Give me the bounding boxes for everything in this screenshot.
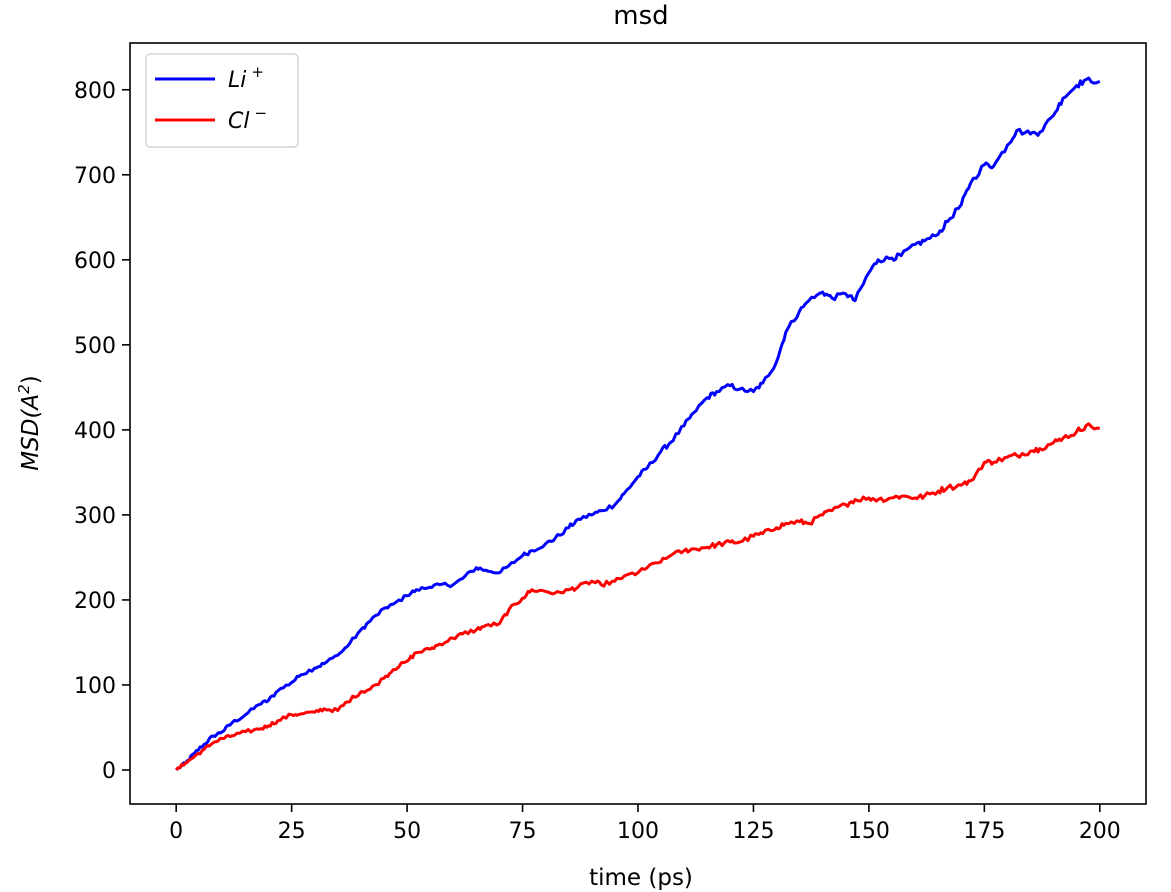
y-tick-label: 500 — [74, 334, 116, 359]
y-tick-label: 0 — [102, 759, 116, 784]
y-axis-title: MSD(A2) — [15, 375, 44, 470]
x-tick-label: 0 — [169, 819, 183, 844]
chart-title: msd — [613, 1, 668, 31]
x-tick-label: 200 — [1079, 819, 1121, 844]
legend-label-li-sup: + — [251, 63, 264, 81]
y-axis-title-close: ) — [18, 375, 44, 384]
y-axis-title-sup: 2 — [15, 384, 33, 394]
y-tick-label: 800 — [74, 79, 116, 104]
x-tick-label: 100 — [617, 819, 659, 844]
legend-box — [145, 53, 299, 148]
series-line-li — [175, 76, 1101, 772]
legend-label-cl-name: Cl — [228, 109, 249, 134]
plot-lines — [175, 76, 1101, 772]
x-tick-label: 75 — [509, 819, 537, 844]
y-tick-label: 300 — [74, 504, 116, 529]
legend-label-cl: Cl − — [228, 104, 267, 134]
legend: Li + Cl − — [145, 53, 299, 148]
x-tick-label: 150 — [848, 819, 890, 844]
y-tick-label: 200 — [74, 589, 116, 614]
x-tick-label: 175 — [963, 819, 1005, 844]
x-tick-label: 125 — [732, 819, 774, 844]
series-line-cl — [175, 422, 1100, 771]
legend-label-cl-sup: − — [254, 104, 267, 122]
x-axis-title: time (ps) — [589, 865, 693, 891]
y-axis: 0 100 200 300 400 500 600 700 800 — [74, 79, 130, 784]
y-tick-label: 600 — [74, 249, 116, 274]
y-axis-title-base: MSD(A — [18, 394, 44, 471]
x-tick-label: 50 — [393, 819, 421, 844]
legend-label-li: Li + — [228, 63, 264, 93]
plot-frame — [129, 42, 1147, 805]
y-tick-label: 400 — [74, 419, 116, 444]
x-tick-label: 25 — [278, 819, 306, 844]
x-axis: 0 25 50 75 100 125 150 175 200 — [169, 804, 1121, 844]
y-tick-label: 100 — [74, 674, 116, 699]
y-tick-label: 700 — [74, 164, 116, 189]
legend-label-li-name: Li — [228, 68, 246, 93]
